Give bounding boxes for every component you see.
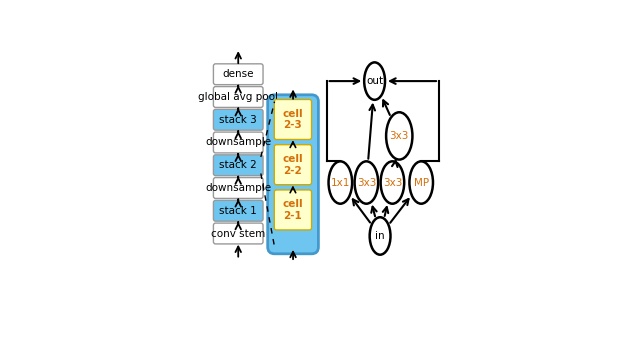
FancyBboxPatch shape [213, 223, 263, 244]
Ellipse shape [328, 161, 352, 204]
Ellipse shape [355, 161, 378, 204]
Text: in: in [375, 231, 385, 241]
FancyBboxPatch shape [275, 190, 312, 230]
Ellipse shape [364, 62, 385, 100]
Text: cell
2-1: cell 2-1 [283, 199, 303, 221]
Text: 1x1: 1x1 [331, 178, 350, 188]
FancyBboxPatch shape [213, 132, 263, 153]
Text: 3x3: 3x3 [356, 178, 376, 188]
Ellipse shape [410, 161, 433, 204]
Text: cell
2-3: cell 2-3 [283, 109, 303, 130]
Text: global avg pool: global avg pool [198, 92, 278, 102]
Text: MP: MP [413, 178, 429, 188]
Text: conv stem: conv stem [211, 229, 266, 239]
Ellipse shape [386, 112, 412, 159]
Text: 3x3: 3x3 [390, 131, 409, 141]
Text: downsample: downsample [205, 183, 271, 193]
FancyBboxPatch shape [213, 64, 263, 85]
FancyBboxPatch shape [213, 200, 263, 221]
FancyBboxPatch shape [268, 95, 319, 254]
Text: stack 3: stack 3 [220, 115, 257, 125]
Text: stack 2: stack 2 [220, 160, 257, 170]
Text: dense: dense [223, 69, 254, 79]
FancyBboxPatch shape [213, 155, 263, 176]
Text: out: out [366, 76, 383, 86]
Text: downsample: downsample [205, 137, 271, 147]
Text: 3x3: 3x3 [383, 178, 402, 188]
Text: cell
2-2: cell 2-2 [283, 154, 303, 176]
FancyBboxPatch shape [275, 99, 312, 140]
Ellipse shape [370, 217, 390, 255]
FancyBboxPatch shape [275, 145, 312, 185]
FancyBboxPatch shape [213, 178, 263, 198]
Text: stack 1: stack 1 [220, 206, 257, 216]
FancyBboxPatch shape [213, 109, 263, 130]
FancyBboxPatch shape [213, 87, 263, 108]
Ellipse shape [381, 161, 404, 204]
